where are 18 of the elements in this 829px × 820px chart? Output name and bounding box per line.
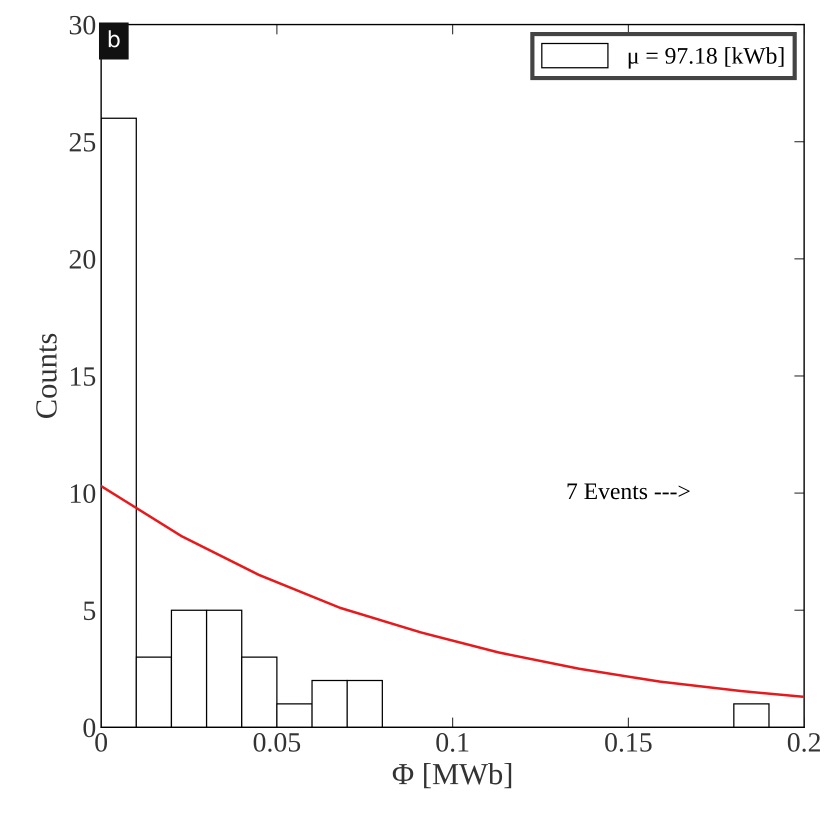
x-tick-label: 0.15 (605, 733, 652, 752)
y-tick-label: 5 (84, 602, 96, 620)
y-tick-label: 0 (83, 718, 96, 738)
line-series (101, 484, 804, 698)
y-tick-label: 20 (70, 250, 96, 269)
y-tick-label: 10 (70, 484, 96, 504)
annotation: 7 Events ---> (568, 484, 690, 500)
y-axis-title: Counts (36, 334, 57, 418)
x-axis-title: Φ [MWb] (392, 762, 512, 788)
y-tick-label: 25 (70, 132, 96, 152)
x-tick-label: 0 (95, 733, 108, 752)
legend-label: μ = 97.18 [kWb] (628, 47, 784, 69)
y-tick-label: 30 (70, 16, 96, 35)
annotation: b (108, 30, 120, 48)
y-tick-label: 15 (70, 367, 96, 386)
x-tick-label: 0.1 (436, 733, 468, 752)
x-tick-label: 0.05 (254, 733, 300, 752)
x-tick-label: 0.2 (788, 733, 820, 752)
